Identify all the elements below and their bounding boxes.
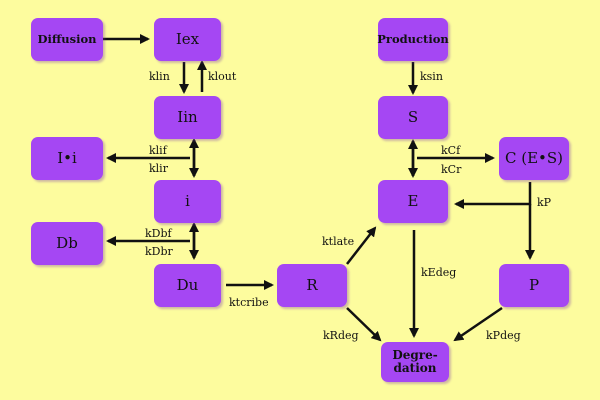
- label-klin: klin: [149, 70, 170, 83]
- label-kdbf: kDbf: [145, 227, 172, 240]
- arrow-p-to-degradation: [453, 306, 503, 342]
- node-du: Du: [154, 264, 221, 307]
- node-i: i: [154, 180, 221, 223]
- label-kcf: kCf: [441, 144, 461, 157]
- node-r: R: [277, 264, 347, 307]
- label-kdbr: kDbr: [145, 245, 173, 258]
- node-p: P: [499, 264, 569, 307]
- node-degradation: Degre- dation: [381, 342, 449, 382]
- arrow-r-to-e: [346, 226, 377, 265]
- label-ktlate: ktlate: [322, 235, 355, 248]
- label-kedeg: kEdeg: [421, 266, 457, 279]
- node-iex: Iex: [154, 18, 221, 61]
- node-diffusion: Diffusion: [31, 18, 103, 61]
- label-kpdeg: kPdeg: [486, 329, 521, 342]
- label-kcr: kCr: [441, 163, 462, 176]
- node-s: S: [378, 96, 448, 139]
- label-ksin: ksin: [420, 70, 443, 83]
- label-krdeg: kRdeg: [323, 329, 359, 342]
- node-ii: I•i: [31, 137, 103, 180]
- label-kp: kP: [537, 196, 552, 209]
- label-ktcribe: ktcribe: [229, 296, 269, 309]
- label-klout: klout: [208, 70, 237, 83]
- label-klir: klir: [149, 162, 168, 175]
- node-e: E: [378, 180, 448, 223]
- node-complex-ces: C (E•S): [499, 137, 569, 180]
- node-iin: Iin: [154, 96, 221, 139]
- arrow-complex-to-e: [454, 182, 532, 209]
- node-production: Production: [377, 18, 449, 61]
- label-klif: klif: [149, 144, 167, 157]
- arrow-r-to-degradation: [346, 307, 382, 342]
- node-db: Db: [31, 222, 103, 265]
